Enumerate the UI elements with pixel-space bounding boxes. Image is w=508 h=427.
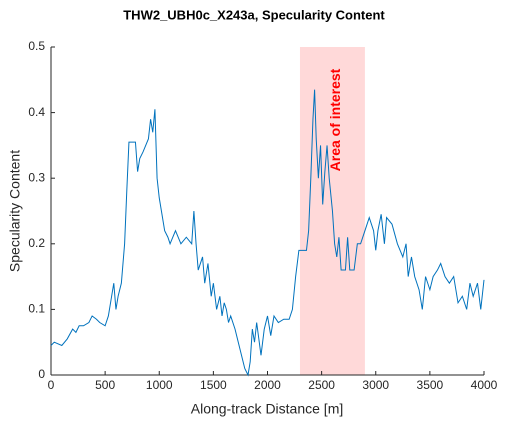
x-tick-label: 2000 <box>254 378 281 392</box>
y-tick-label: 0.4 <box>28 105 45 119</box>
annotation: Area of interest <box>327 68 343 171</box>
y-tick-label: 0.2 <box>28 236 45 250</box>
x-tick-label: 3000 <box>362 378 389 392</box>
y-tick-label: 0.5 <box>28 39 45 53</box>
x-tick-label: 0 <box>48 378 55 392</box>
x-tick-label: 2500 <box>308 378 335 392</box>
x-tick-label: 4000 <box>471 378 498 392</box>
data-line <box>50 89 485 377</box>
x-tick-label: 1500 <box>200 378 227 392</box>
chart-title: THW2_UBH0c_X243a, Specularity Content <box>123 7 385 22</box>
x-tick-label: 500 <box>95 378 115 392</box>
x-axis-label: Along-track Distance [m] <box>191 401 344 417</box>
y-tick-label: 0.3 <box>28 170 45 184</box>
y-axis-label: Specularity Content <box>7 150 23 272</box>
x-tick-label: 1000 <box>146 378 173 392</box>
y-tick-label: 0 <box>38 367 45 381</box>
y-tick-label: 0.1 <box>28 302 45 316</box>
x-tick-label: 3500 <box>417 378 444 392</box>
